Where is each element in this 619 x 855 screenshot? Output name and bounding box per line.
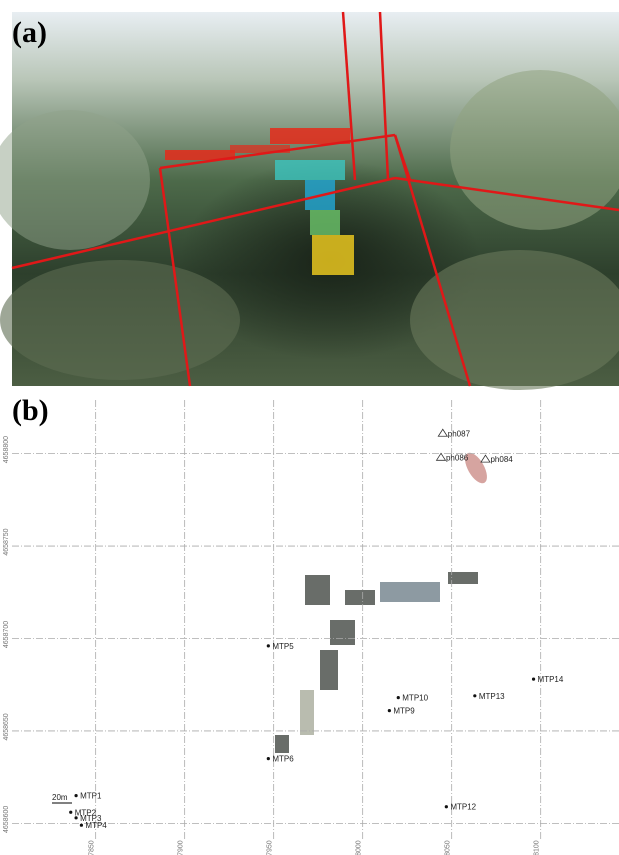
station-point: [388, 709, 391, 712]
station-label: MTP13: [479, 692, 505, 701]
photo: [0, 12, 619, 390]
station-label: MTP4: [85, 821, 107, 830]
photo-point: [481, 455, 490, 462]
station-label: MTP5: [272, 642, 294, 651]
photo-label: ph086: [446, 453, 469, 462]
y-tick-label: 4658800: [3, 436, 10, 463]
y-tick-label: 4658600: [3, 806, 10, 833]
station-point: [397, 696, 400, 699]
x-tick-label: 307950: [267, 840, 274, 855]
photo-label: ph084: [490, 455, 513, 464]
station-point: [473, 694, 476, 697]
panel-label: (b): [12, 394, 49, 427]
station-point: [80, 824, 83, 827]
y-tick-label: 4658650: [3, 713, 10, 740]
photo-point: [438, 429, 447, 436]
station-point: [267, 757, 270, 760]
station-point: [445, 805, 448, 808]
station-point: [74, 816, 77, 819]
station-label: MTP9: [393, 707, 415, 716]
station-point: [267, 644, 270, 647]
map: 20m: [52, 449, 491, 803]
station-label: MTP1: [80, 792, 102, 801]
point-cloud: [275, 572, 478, 753]
figure: (a) (b) 20m 307850 307900 307950 308000 3080…: [0, 0, 619, 855]
station-label: MTP14: [538, 675, 564, 684]
x-tick-label: 307900: [178, 840, 185, 855]
station-point: [74, 794, 77, 797]
y-tick-label: 4658750: [3, 528, 10, 555]
station-point: [532, 678, 535, 681]
station-label: MTP10: [402, 694, 428, 703]
panel-label: (a): [12, 16, 47, 49]
station-point: [69, 811, 72, 814]
x-tick-label: 308000: [356, 840, 363, 855]
x-tick-label: 308050: [445, 840, 452, 855]
station-label: MTP12: [450, 803, 476, 812]
scale-label: 20m: [52, 793, 68, 802]
x-tick-label: 307850: [89, 840, 96, 855]
photo-label: ph087: [448, 429, 471, 438]
y-tick-label: 4658700: [3, 621, 10, 648]
photo-point: [436, 453, 445, 460]
x-tick-label: 308100: [534, 840, 541, 855]
station-label: MTP6: [272, 755, 294, 764]
